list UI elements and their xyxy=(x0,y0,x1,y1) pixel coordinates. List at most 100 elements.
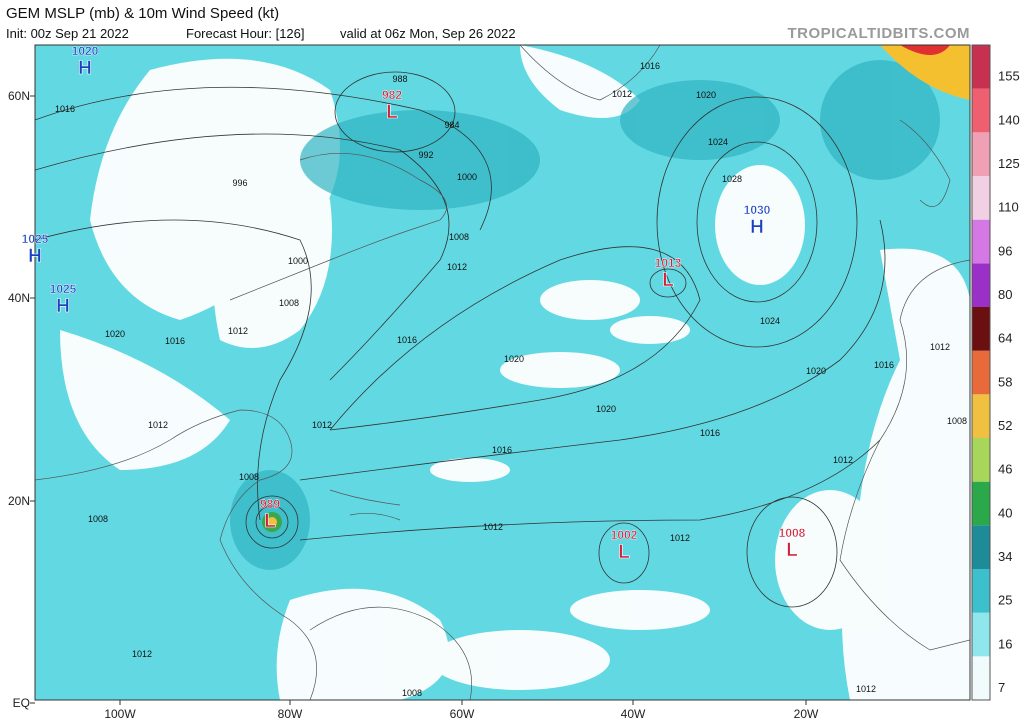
isobar-label: 1008 xyxy=(947,416,967,426)
isobar-label: 992 xyxy=(418,150,433,160)
isobar-label: 1012 xyxy=(312,420,332,430)
map-field xyxy=(35,45,970,700)
isobar-label: 1016 xyxy=(640,61,660,71)
center-pressure: 1013 xyxy=(655,256,682,270)
center-letter: H xyxy=(750,217,764,238)
colorbar-bin xyxy=(972,612,990,657)
center-letter: L xyxy=(618,542,630,563)
center-letter: H xyxy=(28,246,42,267)
center-pressure: 1025 xyxy=(22,232,49,246)
lat-label: EQ xyxy=(13,696,30,710)
isobar-label: 1016 xyxy=(700,428,720,438)
isobar-label: 996 xyxy=(232,178,247,188)
forecast-hour: Forecast Hour: [126] xyxy=(186,26,305,41)
isobar-label: 1008 xyxy=(239,472,259,482)
init-time: Init: 00z Sep 21 2022 xyxy=(6,26,129,41)
lon-label: 20W xyxy=(794,707,819,721)
colorbar-bin xyxy=(972,176,990,220)
center-pressure: 1008 xyxy=(779,526,806,540)
valid-time: valid at 06z Mon, Sep 26 2022 xyxy=(340,26,516,41)
isobar-label: 1016 xyxy=(55,104,75,114)
colorbar-bin xyxy=(972,219,990,264)
isobar-label: 1008 xyxy=(449,232,469,242)
colorbar-label: 110 xyxy=(998,200,1019,215)
colorbar-bin xyxy=(972,132,990,176)
lon-label: 40W xyxy=(621,707,646,721)
isobar-label: 1008 xyxy=(402,688,422,698)
isobar-label: 1024 xyxy=(760,316,780,326)
center-letter: H xyxy=(56,296,70,317)
colorbar: 7 16 25 34 40 46 52 58 64 80 96 110 125 140 155 xyxy=(971,44,1020,701)
colorbar-bin xyxy=(972,394,990,438)
center-pressure: 989 xyxy=(260,497,280,511)
colorbar-bin xyxy=(972,525,990,569)
isobar-label: 1024 xyxy=(708,137,728,147)
isobar-label: 1008 xyxy=(88,514,108,524)
isobar-label: 1016 xyxy=(397,335,417,345)
colorbar-label: 52 xyxy=(998,418,1012,433)
isobar-label: 1020 xyxy=(696,90,716,100)
colorbar-label: 58 xyxy=(998,374,1012,389)
isobar-label: 1012 xyxy=(132,649,152,659)
isobar-label: 984 xyxy=(444,120,459,130)
isobar-label: 1012 xyxy=(833,455,853,465)
colorbar-bin xyxy=(972,307,990,351)
colorbar-label: 155 xyxy=(998,69,1020,84)
isobar-label: 1012 xyxy=(670,533,690,543)
lat-label: 40N xyxy=(8,291,30,305)
isobar-label: 1012 xyxy=(930,342,950,352)
isobar-label: 988 xyxy=(392,74,407,84)
isobar-label: 1016 xyxy=(492,445,512,455)
center-pressure: 982 xyxy=(382,88,402,102)
isobar-label: 1028 xyxy=(722,174,742,184)
colorbar-bin xyxy=(972,438,990,482)
isobar-label: 1000 xyxy=(288,256,308,266)
colorbar-bin xyxy=(972,45,990,89)
isobar-label: 1000 xyxy=(457,172,477,182)
colorbar-frame xyxy=(971,44,991,701)
lat-label: 60N xyxy=(8,89,30,103)
colorbar-bin xyxy=(972,656,990,700)
isobar-label: 1020 xyxy=(806,366,826,376)
isobar-label: 1012 xyxy=(447,262,467,272)
isobar-label: 1020 xyxy=(105,329,125,339)
isobar-label: 1012 xyxy=(856,684,876,694)
colorbar-bin xyxy=(972,481,990,526)
center-letter: L xyxy=(662,270,674,291)
isobar-label: 1020 xyxy=(596,404,616,414)
center-pressure: 1030 xyxy=(744,203,771,217)
colorbar-bin xyxy=(972,263,990,307)
center-letter: L xyxy=(264,511,276,532)
colorbar-label: 34 xyxy=(998,549,1012,564)
center-letter: L xyxy=(386,102,398,123)
center-pressure: 1002 xyxy=(611,528,638,542)
title: GEM MSLP (mb) & 10m Wind Speed (kt) xyxy=(6,5,279,22)
colorbar-bin xyxy=(972,569,990,613)
colorbar-label: 25 xyxy=(998,593,1012,608)
colorbar-label: 80 xyxy=(998,287,1012,302)
isobar-label: 1012 xyxy=(148,420,168,430)
isobar-label: 1016 xyxy=(165,336,185,346)
lon-label: 100W xyxy=(104,707,136,721)
colorbar-label: 46 xyxy=(998,462,1012,477)
lat-label: 20N xyxy=(8,494,30,508)
isobar-label: 1016 xyxy=(874,360,894,370)
lon-label: 80W xyxy=(278,707,303,721)
colorbar-label: 96 xyxy=(998,243,1012,258)
isobar-label: 1012 xyxy=(483,522,503,532)
colorbar-label: 7 xyxy=(998,680,1005,695)
center-letter: H xyxy=(78,58,92,79)
isobar-label: 1012 xyxy=(612,89,632,99)
colorbar-bin xyxy=(972,88,990,133)
isobar-label: 1012 xyxy=(228,326,248,336)
colorbar-label: 64 xyxy=(998,331,1012,346)
map-frame xyxy=(34,44,971,701)
isobar-label: 1020 xyxy=(504,354,524,364)
colorbar-label: 16 xyxy=(998,636,1012,651)
colorbar-bin xyxy=(972,350,990,395)
center-pressure: 1025 xyxy=(50,282,77,296)
center-letter: L xyxy=(786,540,798,561)
colorbar-label: 140 xyxy=(998,112,1020,127)
